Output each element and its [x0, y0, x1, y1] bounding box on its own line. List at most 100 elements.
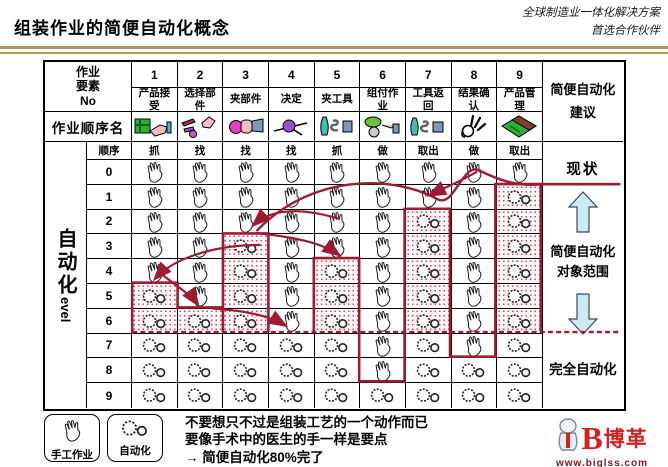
- cell-auto-icon: [132, 383, 178, 408]
- cell-hand-icon: [497, 160, 543, 185]
- col-name-9: 产品管理: [497, 88, 543, 112]
- cell-auto-icon: [314, 333, 361, 359]
- cell-hand-icon: [451, 308, 498, 334]
- cell-hand-icon: [177, 259, 224, 284]
- cell-auto-icon: [405, 259, 452, 284]
- col-verb-5: 抓: [314, 142, 361, 160]
- cell-hand-icon: [268, 234, 315, 260]
- logo-url: www.biglss.com: [556, 458, 648, 467]
- suggestion-column-header: 简便自动化 建议: [542, 62, 623, 142]
- logo-b-letter: B: [581, 419, 603, 456]
- legend-manual: 手工作业: [44, 414, 100, 462]
- cell-auto-icon: [314, 358, 361, 384]
- cell-auto-icon: [269, 383, 315, 408]
- cell-hand-icon: [451, 160, 498, 185]
- col-name-8: 结果确认: [451, 88, 498, 112]
- automation-level-label: 自动化 evel: [45, 142, 87, 408]
- col-number-9: 9: [497, 62, 543, 88]
- cell-auto-icon: [132, 283, 178, 309]
- package-receive-icon: [132, 112, 178, 142]
- cell-hand-icon: [451, 234, 498, 260]
- cell-hand-icon: [314, 234, 361, 260]
- cell-auto-icon: [497, 333, 543, 359]
- col-name-1: 产品接受: [132, 88, 178, 112]
- cell-auto-icon: [132, 358, 178, 384]
- cell-hand-icon: [268, 283, 315, 309]
- cell-auto-icon: [314, 283, 361, 309]
- cell-hand-icon: [360, 160, 406, 185]
- note-line-3: → 简便自动化80%完了: [185, 449, 324, 465]
- cell-auto-icon: [177, 333, 224, 359]
- cell-auto-icon: [405, 333, 452, 359]
- col-verb-9: 取出: [497, 142, 543, 160]
- col-name-5: 夹工具: [314, 88, 361, 112]
- row-number-4: 4: [87, 259, 132, 284]
- legend-manual-label: 手工作业: [51, 448, 93, 461]
- down-block-arrow: [543, 292, 623, 341]
- cell-hand-icon: [314, 184, 361, 210]
- col-name-3: 夹部件: [223, 88, 269, 112]
- automation-matrix: 作业 要素 No 作业顺序名 简便自动化 建议 自动化 evel 顺序 现状 简便…: [43, 60, 626, 411]
- cell-auto-icon: [314, 259, 361, 284]
- clamp-tool-icon: [314, 112, 361, 142]
- col-verb-2: 找: [177, 142, 224, 160]
- cell-hand-icon: [132, 234, 178, 260]
- row-number-0: 0: [87, 160, 132, 185]
- note-line-2: 要像手术中的医生的手一样是要点: [185, 432, 388, 448]
- cell-auto-icon: [406, 383, 452, 408]
- cell-auto-icon: [223, 234, 269, 260]
- cell-auto-icon: [405, 283, 452, 309]
- cell-auto-icon: [132, 333, 178, 359]
- cell-hand-icon: [451, 283, 498, 309]
- col-name-6: 组付作业: [360, 88, 406, 112]
- cell-auto-icon: [360, 383, 406, 408]
- note-line-1: 不要想只不过是组装工艺的一个动作而已: [185, 415, 428, 430]
- cell-hand-icon: [360, 333, 406, 359]
- cell-hand-icon: [451, 259, 498, 284]
- cell-hand-icon: [314, 209, 361, 235]
- cell-hand-icon: [132, 184, 178, 210]
- order-header: 顺序: [87, 142, 132, 160]
- col-number-1: 1: [132, 62, 178, 88]
- result-confirm-icon: [451, 112, 498, 142]
- cell-auto-icon: [223, 383, 269, 408]
- cell-hand-icon: [268, 184, 315, 210]
- current-state-label: 现状: [566, 162, 600, 178]
- cell-hand-icon: [360, 283, 406, 309]
- decide-icon: [268, 112, 315, 142]
- col-number-7: 7: [405, 62, 452, 88]
- col-number-2: 2: [177, 62, 224, 88]
- sequence-row-label: 作业顺序名: [45, 112, 132, 142]
- cell-auto-icon: [451, 358, 498, 384]
- cell-hand-icon: [360, 184, 406, 210]
- row-number-6: 6: [87, 308, 132, 334]
- divider-rule: [0, 46, 668, 54]
- cell-hand-icon: [177, 160, 224, 185]
- cell-auto-icon: [497, 358, 543, 384]
- cell-hand-icon: [223, 209, 269, 235]
- cell-auto-icon: [315, 383, 361, 408]
- cell-auto-icon: [177, 308, 224, 334]
- assembly-icon: [360, 112, 406, 142]
- logo-mascot-icon: [556, 418, 580, 457]
- col-name-4: 决定: [268, 88, 315, 112]
- col-name-7: 工具返回: [405, 88, 452, 112]
- col-number-8: 8: [451, 62, 498, 88]
- cell-auto-icon: [132, 308, 178, 334]
- row-number-5: 5: [87, 283, 132, 309]
- cell-hand-icon: [314, 160, 361, 185]
- row-number-2: 2: [87, 209, 132, 235]
- cell-auto-icon: [497, 184, 543, 210]
- col-verb-8: 做: [451, 142, 498, 160]
- cell-auto-icon: [268, 358, 315, 384]
- cell-auto-icon: [223, 333, 269, 359]
- cell-hand-icon: [177, 184, 224, 210]
- suggestion-column-body: 现状 简便自动化 对象范围 完全自动化: [543, 142, 623, 408]
- cell-hand-icon: [405, 160, 452, 185]
- cell-hand-icon: [451, 333, 498, 359]
- full-automation-label: 完全自动化: [549, 362, 617, 377]
- cell-hand-icon: [132, 209, 178, 235]
- col-verb-7: 取出: [405, 142, 452, 160]
- cell-auto-icon: [268, 333, 315, 359]
